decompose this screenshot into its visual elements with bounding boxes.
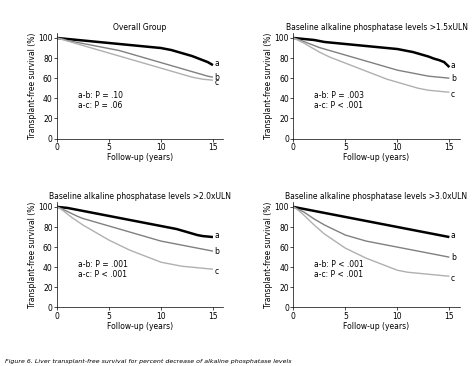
X-axis label: Follow-up (years): Follow-up (years) [107, 153, 173, 162]
Y-axis label: Transplant-free survival (%): Transplant-free survival (%) [264, 33, 273, 139]
Text: b: b [451, 74, 456, 83]
Text: a: a [451, 231, 456, 239]
Text: c: c [215, 267, 219, 276]
X-axis label: Follow-up (years): Follow-up (years) [344, 153, 410, 162]
Text: a-b: P = .003
a-c: P < .001: a-b: P = .003 a-c: P < .001 [314, 91, 364, 110]
Text: b: b [215, 73, 219, 82]
Text: c: c [451, 274, 455, 283]
Text: a-b: P = .10
a-c: P = .06: a-b: P = .10 a-c: P = .06 [78, 91, 123, 110]
X-axis label: Follow-up (years): Follow-up (years) [344, 322, 410, 331]
Title: Baseline alkaline phosphatase levels >3.0xULN: Baseline alkaline phosphatase levels >3.… [285, 192, 467, 201]
Text: b: b [451, 253, 456, 262]
Text: a: a [451, 61, 456, 70]
Title: Overall Group: Overall Group [113, 23, 167, 32]
Text: a-b: P < .001
a-c: P < .001: a-b: P < .001 a-c: P < .001 [314, 259, 364, 279]
Text: a: a [215, 59, 219, 68]
Text: c: c [451, 90, 455, 99]
Title: Baseline alkaline phosphatase levels >2.0xULN: Baseline alkaline phosphatase levels >2.… [49, 192, 231, 201]
Text: Figure 6. Liver transplant-free survival for percent decrease of alkaline phosph: Figure 6. Liver transplant-free survival… [5, 359, 291, 364]
Y-axis label: Transplant-free survival (%): Transplant-free survival (%) [264, 201, 273, 308]
Y-axis label: Transplant-free survival (%): Transplant-free survival (%) [28, 201, 37, 308]
Text: b: b [215, 247, 219, 255]
Text: c: c [215, 78, 219, 87]
Text: a: a [215, 231, 219, 239]
Title: Baseline alkaline phosphatase levels >1.5xULN: Baseline alkaline phosphatase levels >1.… [285, 23, 467, 32]
Text: a-b: P = .001
a-c: P < .001: a-b: P = .001 a-c: P < .001 [78, 259, 128, 279]
X-axis label: Follow-up (years): Follow-up (years) [107, 322, 173, 331]
Y-axis label: Transplant-free survival (%): Transplant-free survival (%) [28, 33, 37, 139]
